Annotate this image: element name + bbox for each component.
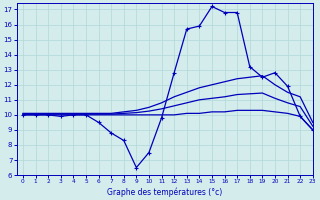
X-axis label: Graphe des températures (°c): Graphe des températures (°c) xyxy=(107,187,222,197)
